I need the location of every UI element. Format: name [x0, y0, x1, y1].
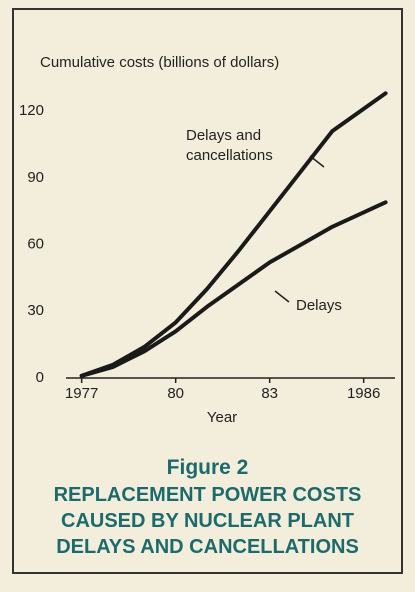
chart-title: REPLACEMENT POWER COSTS CAUSED BY NUCLEA…	[53, 484, 362, 558]
y-tick-label: 0	[36, 369, 44, 386]
series-line	[79, 91, 388, 378]
y-axis-label: Cumulative costs (billions of dollars)	[40, 54, 279, 71]
figure-label: Figure 2	[166, 456, 249, 479]
x-axis-label: Year	[207, 409, 237, 426]
x-tick-label: 83	[261, 385, 278, 402]
y-tick-label: 90	[27, 169, 44, 186]
series-annotation: Delays	[296, 297, 342, 314]
y-tick-label: 120	[19, 102, 44, 119]
caption: Figure 2 REPLACEMENT POWER COSTS CAUSED …	[40, 454, 375, 560]
x-tick-label: 1986	[347, 385, 380, 402]
series-line	[79, 200, 388, 378]
leader-line	[274, 290, 290, 303]
frame	[12, 8, 403, 574]
x-tick-label: 80	[167, 385, 184, 402]
x-tick-label: 1977	[65, 385, 98, 402]
series-annotation: Delays and cancellations	[186, 127, 273, 164]
y-tick-label: 60	[27, 236, 44, 253]
y-tick-label: 30	[27, 302, 44, 319]
